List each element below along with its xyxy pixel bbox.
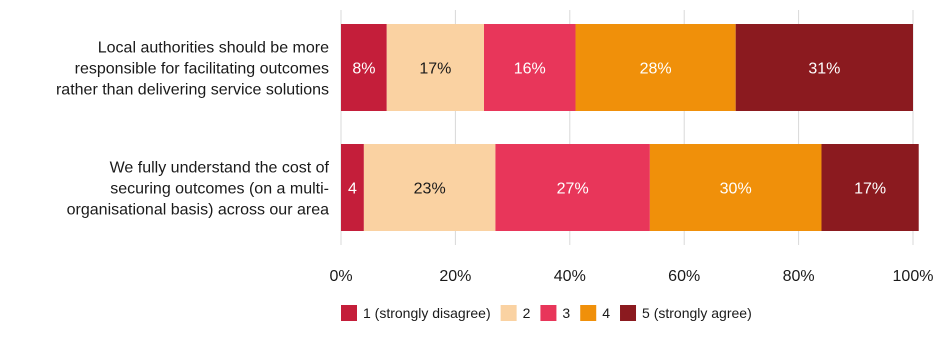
category-label: Local authorities should be more xyxy=(98,40,329,57)
legend-swatch xyxy=(580,305,597,321)
data-label: 16% xyxy=(514,61,546,78)
bar-segment xyxy=(821,144,919,231)
legend-swatch xyxy=(500,305,517,321)
data-label: 31% xyxy=(808,61,840,78)
bar-segment xyxy=(386,24,484,111)
legend: 1 (strongly disagree) 2 3 4 5 (strongly agre… xyxy=(341,305,752,321)
data-label: 30% xyxy=(720,181,752,198)
x-axis-tick-labels: 0% 20% 40% 60% 80% 100% xyxy=(329,268,933,285)
x-tick-label: 20% xyxy=(439,268,471,285)
bar-segment xyxy=(484,24,576,111)
category-label: We fully understand the cost of xyxy=(110,160,330,177)
data-label: 4 xyxy=(348,181,357,198)
x-tick-label: 0% xyxy=(329,268,352,285)
category-label: rather than delivering service solutions xyxy=(56,82,329,99)
x-tick-label: 100% xyxy=(893,268,934,285)
bar-segment xyxy=(575,24,736,111)
legend-swatch xyxy=(341,305,357,321)
category-label: responsible for facilitating outcomes xyxy=(75,61,329,78)
data-label: 17% xyxy=(419,61,451,78)
bar-segment xyxy=(341,24,387,111)
bar-segment xyxy=(649,144,822,231)
legend-swatch xyxy=(540,305,557,321)
x-tick-label: 60% xyxy=(668,268,700,285)
bar-segment xyxy=(341,144,364,231)
x-tick-label: 80% xyxy=(783,268,815,285)
legend-label: 3 xyxy=(562,305,570,321)
data-label: 27% xyxy=(557,181,589,198)
bar-segment xyxy=(495,144,650,231)
x-tick-label: 40% xyxy=(554,268,586,285)
data-label: 8% xyxy=(352,61,375,78)
category-labels: Local authorities should be more responsi… xyxy=(56,40,330,219)
legend-label: 2 xyxy=(523,305,531,321)
data-label: 17% xyxy=(854,181,886,198)
bar-segment xyxy=(363,144,496,231)
category-label: securing outcomes (on a multi- xyxy=(110,181,329,198)
legend-label: 5 (strongly agree) xyxy=(642,305,752,321)
data-label: 28% xyxy=(640,61,672,78)
legend-swatch xyxy=(620,305,637,321)
category-label: organisational basis) across our area xyxy=(67,202,329,219)
bar-segment xyxy=(735,24,913,111)
bars: 8% 17% 16% 28% 31% 4 23% 27% 30% 17% xyxy=(341,24,919,231)
legend-label: 1 (strongly disagree) xyxy=(363,305,491,321)
data-label: 23% xyxy=(414,181,446,198)
legend-label: 4 xyxy=(602,305,610,321)
